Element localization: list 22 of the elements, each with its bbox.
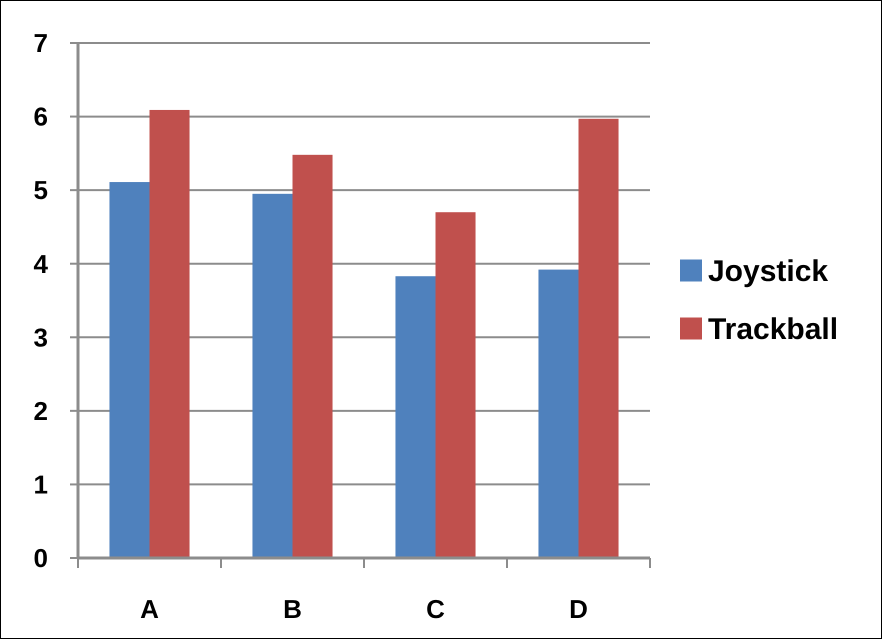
y-tick-label: 1 xyxy=(34,470,48,500)
y-tick-label: 5 xyxy=(34,175,48,206)
bar xyxy=(578,118,619,558)
bar xyxy=(292,154,333,558)
y-tick-label: 3 xyxy=(34,322,48,352)
bar xyxy=(436,212,476,558)
y-tick-label: 7 xyxy=(34,28,48,58)
x-tick-label: D xyxy=(569,594,588,624)
x-tick-label: C xyxy=(426,594,446,624)
y-tick-label: 4 xyxy=(34,248,49,279)
bar xyxy=(395,276,436,558)
y-tick-label: 6 xyxy=(34,102,48,132)
x-tick-label: A xyxy=(140,594,160,624)
bar xyxy=(252,194,292,558)
y-tick-label: 0 xyxy=(34,543,48,574)
y-tick-label: 2 xyxy=(34,396,48,426)
bar xyxy=(109,182,150,558)
legend-label: Trackball xyxy=(708,313,838,346)
x-tick-label: B xyxy=(283,594,302,624)
bar xyxy=(538,270,578,558)
bar xyxy=(150,110,190,558)
legend-label: Joystick xyxy=(708,255,828,288)
